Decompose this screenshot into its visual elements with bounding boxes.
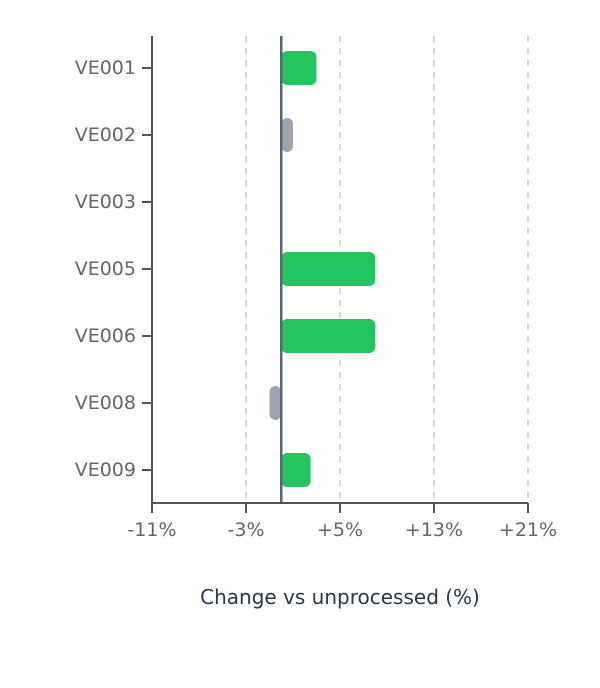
bar-ve009 — [281, 453, 311, 487]
x-tick-label: +21% — [499, 519, 557, 541]
y-axis-labels: VE001 VE002 VE003 VE005 VE006 VE008 VE009 — [75, 57, 136, 481]
bar-ve005 — [281, 252, 376, 286]
x-tick-label: -3% — [228, 519, 265, 541]
bars — [269, 51, 376, 487]
axes — [142, 36, 529, 513]
y-tick-label: VE008 — [75, 392, 136, 414]
bar-ve002 — [281, 118, 293, 152]
y-tick-label: VE005 — [75, 258, 136, 280]
y-tick-label: VE001 — [75, 57, 136, 79]
x-axis-labels: -11% -3% +5% +13% +21% — [127, 519, 557, 541]
x-tick-label: +13% — [405, 519, 463, 541]
bar-ve006 — [281, 319, 376, 353]
y-tick-label: VE009 — [75, 459, 136, 481]
y-tick-label: VE003 — [75, 191, 136, 213]
bar-ve001 — [281, 51, 317, 85]
x-tick-label: -11% — [127, 519, 176, 541]
y-tick-label: VE006 — [75, 325, 136, 347]
y-tick-label: VE002 — [75, 124, 136, 146]
gridlines — [245, 36, 529, 503]
bar-ve008 — [269, 386, 282, 420]
x-axis-title: Change vs unprocessed (%) — [200, 585, 480, 609]
x-tick-label: +5% — [317, 519, 363, 541]
